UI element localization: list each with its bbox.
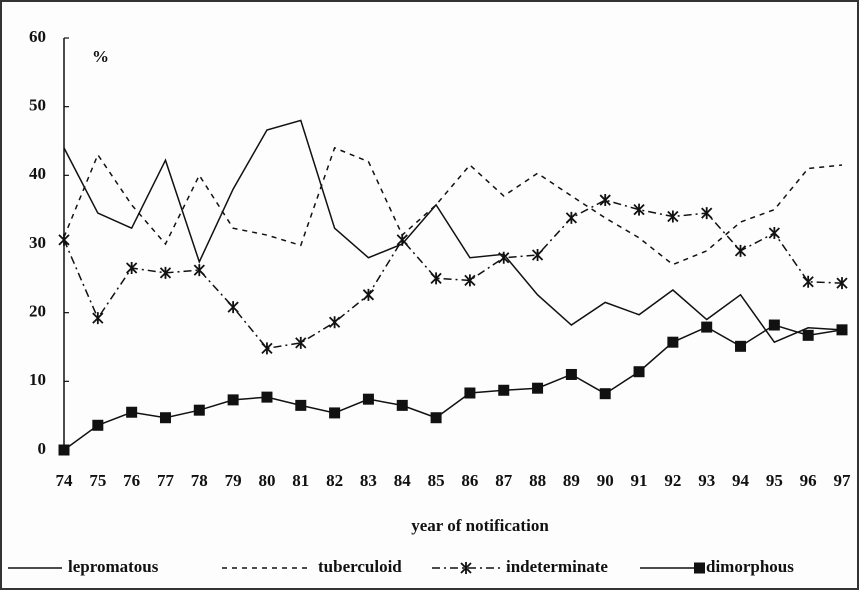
point-marker [599,194,611,207]
point-marker [58,233,70,246]
x-tick-label: 94 [732,471,750,490]
x-tick-label: 82 [326,471,343,490]
x-axis-label: year of notification [411,516,549,535]
y-tick-label: 10 [29,370,46,389]
point-marker [836,324,848,336]
point-marker [701,207,713,220]
point-marker [464,387,476,399]
point-marker [430,412,442,424]
point-marker [159,412,171,424]
point-marker [362,393,374,405]
legend-label: lepromatous [68,557,159,576]
x-tick-label: 80 [258,471,275,490]
x-tick-label: 85 [428,471,445,490]
legend-marker [694,562,705,574]
point-marker [261,342,273,355]
x-tick-label: 87 [495,471,513,490]
x-tick-label: 74 [56,471,74,490]
legend-label: dimorphous [706,557,794,576]
x-tick-label: 83 [360,471,377,490]
point-marker [565,368,577,380]
point-marker [227,394,239,406]
point-marker [701,321,713,333]
point-marker [261,391,273,403]
series-line [63,199,843,350]
point-marker [328,316,341,329]
point-marker [92,312,104,325]
point-marker [532,382,544,394]
point-marker [126,406,138,418]
point-marker [396,399,408,411]
point-marker [159,266,172,279]
series-line [63,146,843,266]
point-marker [193,264,205,277]
x-tick-label: 78 [191,471,208,490]
x-tick-label: 75 [89,471,106,490]
legend-label: tuberculoid [318,557,402,576]
point-marker [498,251,510,264]
x-tick-label: 91 [631,471,648,490]
y-tick-label: 40 [29,164,46,183]
point-marker [295,399,307,411]
x-tick-label: 89 [563,471,580,490]
point-marker [58,444,70,456]
x-tick-label: 95 [766,471,783,490]
point-marker [633,366,645,378]
point-marker [735,340,747,352]
point-marker [498,384,510,396]
x-tick-label: 93 [698,471,715,490]
point-marker [768,227,780,240]
point-marker [802,275,814,288]
point-marker [430,272,442,285]
point-marker [802,329,814,341]
y-tick-label: 20 [29,302,46,321]
x-tick-label: 96 [800,471,817,490]
legend-label: indeterminate [506,557,608,576]
x-tick-label: 79 [225,471,242,490]
x-tick-label: 81 [292,471,309,490]
point-marker [836,277,848,290]
point-marker [329,407,341,419]
point-marker [768,319,780,331]
point-marker [396,233,408,246]
x-tick-label: 97 [834,471,852,490]
point-marker [92,419,104,431]
point-marker [227,301,239,314]
x-tick-label: 86 [461,471,478,490]
x-tick-label: 90 [597,471,614,490]
point-marker [667,336,679,348]
series-line [63,324,843,451]
point-marker [362,288,375,301]
point-marker [565,211,578,224]
point-marker [734,244,747,257]
point-marker [464,274,476,287]
x-tick-label: 88 [529,471,546,490]
y-axis-label: % [92,47,109,66]
point-marker [193,404,205,416]
point-marker [599,388,611,400]
legend-marker [460,562,472,574]
series-line [63,119,843,344]
x-tick-label: 77 [157,471,175,490]
point-marker [531,248,544,261]
y-tick-label: 50 [29,96,46,115]
x-tick-label: 76 [123,471,140,490]
y-tick-label: 60 [29,27,46,46]
point-marker [633,203,645,216]
y-tick-label: 0 [38,439,47,458]
x-tick-label: 84 [394,471,412,490]
y-tick-label: 30 [29,233,46,252]
point-marker [126,262,138,275]
point-marker [295,336,307,349]
point-marker [667,210,679,223]
x-tick-label: 92 [664,471,681,490]
